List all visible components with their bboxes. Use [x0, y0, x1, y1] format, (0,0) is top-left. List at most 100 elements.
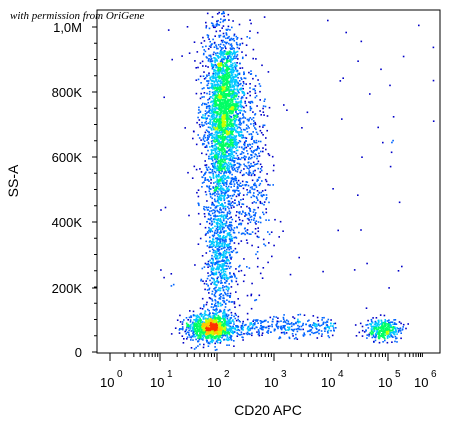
data-point [206, 245, 209, 247]
data-point [213, 304, 216, 306]
data-point [228, 207, 230, 210]
data-point [216, 160, 218, 163]
data-point [218, 107, 220, 109]
data-point [217, 98, 219, 100]
data-point [189, 327, 192, 329]
data-point [293, 317, 296, 320]
data-point [239, 67, 241, 69]
data-point [220, 238, 222, 241]
data-point [230, 207, 233, 209]
data-point [229, 296, 231, 298]
data-point [222, 106, 224, 108]
data-point [217, 191, 219, 193]
data-point [204, 328, 207, 331]
data-point [222, 237, 224, 239]
data-point [209, 207, 212, 209]
data-point [307, 330, 310, 332]
data-point [220, 225, 223, 228]
data-point [238, 304, 241, 307]
data-point [217, 250, 220, 252]
data-point [215, 218, 217, 221]
data-point [216, 20, 218, 23]
data-point [220, 116, 222, 119]
data-point [229, 94, 232, 97]
data-point [309, 330, 311, 332]
data-point [235, 251, 238, 254]
data-point [197, 189, 200, 191]
data-point [227, 74, 229, 76]
data-point [196, 51, 199, 53]
data-point [197, 202, 200, 205]
data-point [200, 139, 202, 141]
data-point [224, 159, 226, 162]
data-point [228, 83, 231, 86]
data-point [224, 123, 227, 126]
data-point [222, 254, 225, 257]
data-point [237, 333, 239, 335]
data-point [220, 49, 222, 52]
data-point [232, 69, 234, 72]
data-point [226, 150, 228, 153]
data-point [231, 120, 233, 122]
data-point [206, 92, 208, 95]
data-point [218, 106, 221, 108]
data-point [194, 329, 196, 331]
data-point [231, 106, 233, 109]
data-point [222, 86, 224, 88]
data-point [209, 118, 211, 120]
data-point [226, 123, 228, 125]
data-point [216, 136, 219, 138]
data-point [219, 178, 222, 181]
data-point [225, 34, 228, 36]
data-point [219, 138, 222, 140]
data-point [239, 134, 242, 137]
data-point [232, 325, 234, 328]
data-point [196, 328, 199, 331]
data-point [229, 108, 231, 110]
data-point [249, 322, 251, 324]
data-point [269, 325, 271, 327]
data-point [217, 142, 220, 144]
data-point [219, 166, 222, 168]
data-point [213, 241, 215, 244]
data-point [212, 316, 214, 318]
data-point [181, 335, 184, 337]
data-point [220, 155, 222, 157]
data-point [213, 86, 215, 88]
data-point [229, 237, 231, 240]
data-point [224, 114, 226, 116]
data-point [213, 149, 215, 151]
data-point [231, 168, 233, 170]
data-point [219, 342, 222, 344]
data-point [220, 133, 222, 136]
data-point [212, 332, 214, 335]
data-point [204, 131, 207, 134]
data-point [230, 115, 233, 118]
data-point [208, 325, 211, 328]
data-point [204, 262, 207, 265]
data-point [220, 78, 223, 80]
data-point [214, 128, 217, 131]
data-point [233, 127, 236, 129]
data-point [209, 279, 211, 282]
data-point [227, 67, 229, 70]
data-point [239, 100, 242, 103]
data-point [197, 345, 199, 347]
data-point [231, 127, 234, 130]
data-point [221, 170, 223, 173]
data-point [203, 304, 205, 306]
data-point [221, 336, 223, 339]
data-point [207, 341, 210, 344]
data-point [213, 319, 216, 322]
data-point [215, 308, 217, 311]
data-point [210, 336, 212, 338]
data-point [200, 278, 203, 281]
data-point [195, 323, 197, 326]
data-point [219, 102, 221, 104]
data-point [220, 199, 223, 201]
data-point [216, 54, 219, 57]
data-point [227, 259, 229, 261]
data-point [210, 60, 213, 63]
data-point [230, 221, 233, 224]
data-point [224, 209, 227, 211]
